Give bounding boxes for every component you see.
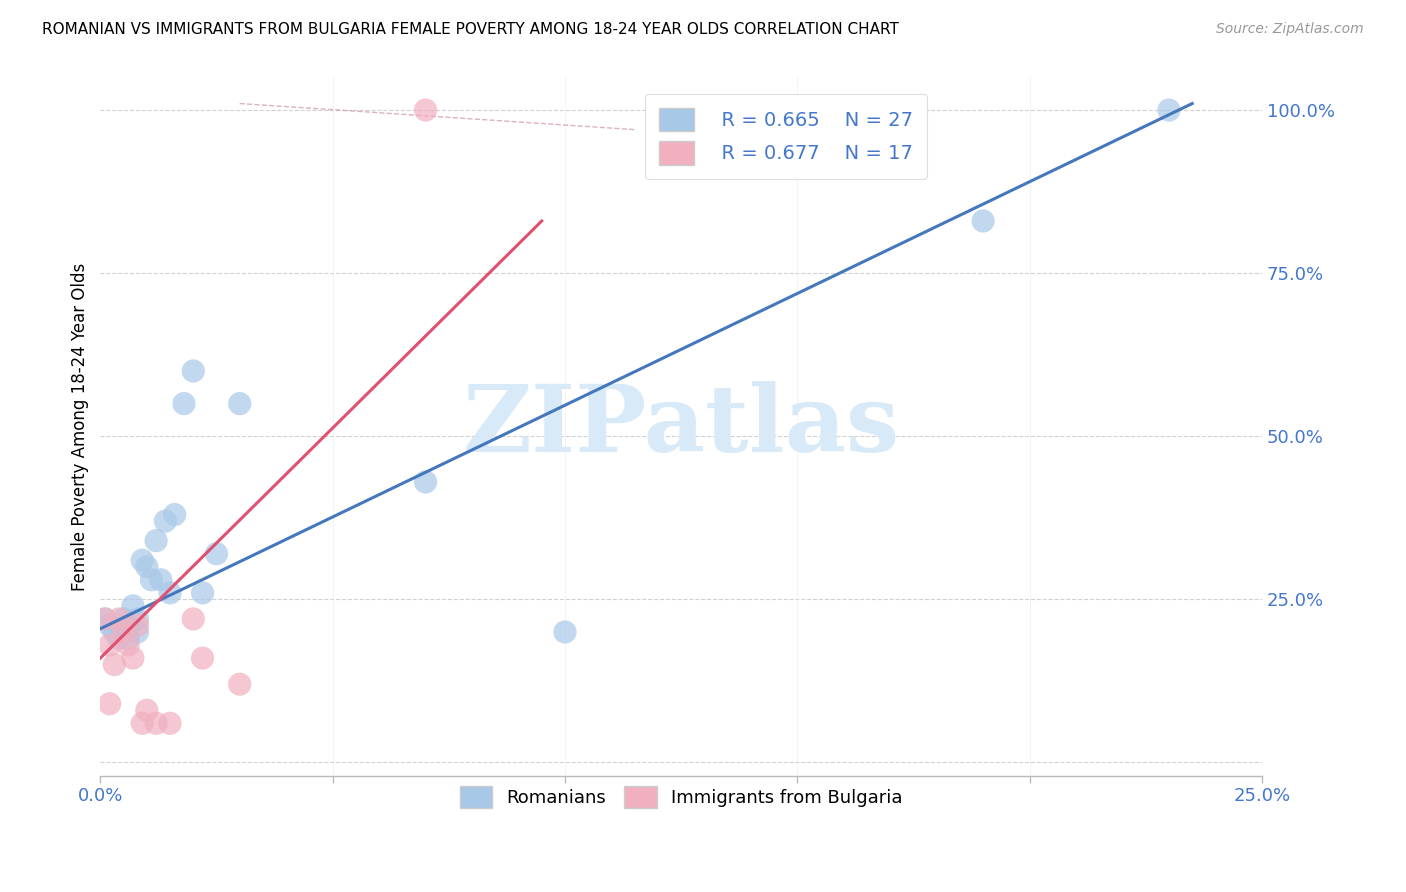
Point bbox=[117, 632, 139, 646]
Point bbox=[131, 716, 153, 731]
Point bbox=[145, 716, 167, 731]
Point bbox=[98, 618, 121, 632]
Point bbox=[135, 559, 157, 574]
Point bbox=[1157, 103, 1180, 117]
Text: Source: ZipAtlas.com: Source: ZipAtlas.com bbox=[1216, 22, 1364, 37]
Point bbox=[112, 624, 135, 639]
Point bbox=[191, 651, 214, 665]
Point bbox=[122, 651, 145, 665]
Point bbox=[205, 547, 228, 561]
Point bbox=[94, 612, 117, 626]
Point bbox=[159, 586, 181, 600]
Point bbox=[191, 586, 214, 600]
Point bbox=[181, 612, 204, 626]
Point bbox=[98, 697, 121, 711]
Point bbox=[159, 716, 181, 731]
Point bbox=[229, 397, 252, 411]
Point bbox=[112, 612, 135, 626]
Point bbox=[117, 638, 139, 652]
Point bbox=[108, 632, 131, 646]
Point bbox=[415, 475, 437, 489]
Point bbox=[127, 624, 149, 639]
Point bbox=[181, 364, 204, 378]
Point bbox=[415, 103, 437, 117]
Point bbox=[108, 612, 131, 626]
Point bbox=[145, 533, 167, 548]
Point bbox=[173, 397, 195, 411]
Point bbox=[163, 508, 186, 522]
Point bbox=[554, 624, 576, 639]
Point bbox=[103, 624, 125, 639]
Text: ZIPatlas: ZIPatlas bbox=[463, 382, 900, 472]
Y-axis label: Female Poverty Among 18-24 Year Olds: Female Poverty Among 18-24 Year Olds bbox=[72, 262, 89, 591]
Point bbox=[131, 553, 153, 567]
Legend: Romanians, Immigrants from Bulgaria: Romanians, Immigrants from Bulgaria bbox=[453, 779, 910, 815]
Point bbox=[972, 214, 994, 228]
Point bbox=[127, 618, 149, 632]
Point bbox=[127, 612, 149, 626]
Point bbox=[122, 599, 145, 613]
Point bbox=[229, 677, 252, 691]
Text: ROMANIAN VS IMMIGRANTS FROM BULGARIA FEMALE POVERTY AMONG 18-24 YEAR OLDS CORREL: ROMANIAN VS IMMIGRANTS FROM BULGARIA FEM… bbox=[42, 22, 898, 37]
Point bbox=[117, 618, 139, 632]
Point bbox=[94, 612, 117, 626]
Point bbox=[103, 657, 125, 672]
Point bbox=[98, 638, 121, 652]
Point bbox=[135, 703, 157, 717]
Point bbox=[149, 573, 172, 587]
Point bbox=[141, 573, 163, 587]
Point bbox=[155, 514, 177, 528]
